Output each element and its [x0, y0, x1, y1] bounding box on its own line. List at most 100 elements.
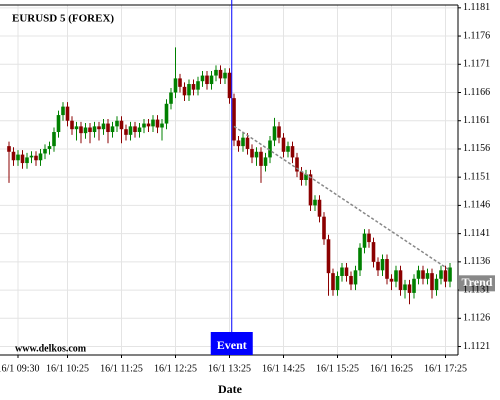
- candle-body: [101, 123, 106, 130]
- candle-body: [371, 242, 376, 262]
- watermark: www.delkos.com: [15, 343, 87, 354]
- candle-body: [11, 151, 16, 161]
- candle-body: [137, 127, 142, 133]
- candle-body: [79, 126, 83, 134]
- candle-body: [421, 270, 425, 279]
- candle-body: [272, 126, 277, 141]
- candle-body: [398, 270, 403, 291]
- x-tick-label: 16/1 14:25: [262, 363, 305, 374]
- candle-body: [250, 148, 254, 158]
- candle-body: [245, 137, 250, 149]
- y-tick-label: 1.1126: [463, 313, 490, 324]
- candle-body: [92, 126, 97, 133]
- candle-body: [119, 120, 124, 130]
- candle-body: [142, 123, 146, 128]
- candle-body: [254, 151, 259, 158]
- candle-body: [182, 86, 187, 96]
- candle-body: [155, 119, 160, 128]
- candle-body: [227, 72, 232, 99]
- candle-body: [169, 92, 173, 104]
- candle-body: [317, 199, 322, 217]
- y-tick-label: 1.1121: [463, 341, 490, 352]
- trend-line: [233, 125, 451, 271]
- event-label: Event: [217, 338, 247, 352]
- candle-body: [380, 259, 385, 271]
- candle-body: [299, 171, 304, 180]
- candle-body: [331, 273, 335, 291]
- candle-body: [353, 270, 358, 285]
- y-tick-label: 1.1146: [463, 200, 490, 211]
- candle-body: [214, 69, 218, 76]
- candle-body: [277, 126, 281, 138]
- candle-body: [376, 261, 380, 271]
- candle-body: [83, 127, 88, 134]
- candle-body: [16, 154, 20, 161]
- candle-body: [29, 155, 34, 158]
- x-tick-label: 16/1 12:25: [154, 363, 197, 374]
- candle-body: [65, 106, 70, 121]
- candle-body: [241, 137, 245, 147]
- candle-body: [430, 273, 434, 291]
- candle-body: [439, 270, 443, 279]
- candle-body: [259, 151, 263, 166]
- candle-body: [290, 146, 295, 158]
- x-tick-label: 16/1 11:25: [100, 363, 143, 374]
- candle-body: [412, 278, 416, 293]
- candle-body: [448, 267, 452, 282]
- candle-body: [115, 120, 119, 127]
- x-tick-label: 16/1 17:25: [424, 363, 467, 374]
- candle-body: [106, 123, 110, 133]
- y-tick-label: 1.1181: [463, 2, 490, 13]
- candle-body: [56, 115, 61, 133]
- candle-body: [268, 140, 272, 158]
- candle-body: [425, 273, 430, 279]
- annotations: Trend Event: [210, 0, 495, 355]
- chart-title: EURUSD 5 (FOREX): [12, 13, 114, 25]
- candle-body: [340, 267, 344, 276]
- candle-body: [304, 174, 308, 180]
- candle-body: [389, 278, 394, 282]
- candle-body: [218, 69, 223, 79]
- candle-body: [443, 270, 448, 282]
- candle-body: [61, 106, 65, 116]
- candle-body: [20, 154, 25, 164]
- candle-body: [173, 78, 178, 93]
- candle-body: [52, 132, 56, 147]
- candle-body: [88, 127, 92, 133]
- trend-label: Trend: [462, 275, 493, 289]
- candle-body: [286, 146, 290, 152]
- candle-body: [236, 140, 241, 147]
- candle-body: [416, 270, 421, 279]
- candle-body: [349, 275, 353, 285]
- candle-body: [160, 123, 164, 128]
- y-tick-label: 1.1176: [463, 30, 490, 41]
- y-tick-label: 1.1161: [463, 115, 490, 126]
- candle-body: [164, 103, 169, 124]
- x-axis-label: Date: [218, 382, 243, 396]
- candle-body: [344, 267, 349, 276]
- candles: [7, 47, 452, 305]
- candle-body: [178, 78, 182, 87]
- candle-body: [70, 120, 74, 130]
- trend-label-box: [459, 275, 495, 292]
- x-tick-label: 16/1 16:25: [370, 363, 413, 374]
- candle-body: [281, 137, 286, 152]
- y-tick-label: 1.1141: [463, 228, 490, 239]
- y-tick-label: 1.1151: [463, 171, 490, 182]
- candle-body: [151, 119, 155, 127]
- candle-body: [196, 81, 200, 90]
- candle-body: [263, 157, 268, 166]
- candle-body: [38, 153, 43, 161]
- y-tick-label: 1.1156: [463, 143, 490, 154]
- x-tick-label: 16/1 09:30: [0, 363, 40, 374]
- candle-body: [128, 126, 133, 135]
- candle-body: [205, 75, 209, 85]
- candle-body: [313, 199, 317, 206]
- candle-body: [7, 146, 11, 152]
- candle-body: [146, 123, 151, 127]
- candle-body: [209, 75, 214, 85]
- candle-body: [385, 259, 389, 279]
- candle-body: [232, 98, 236, 141]
